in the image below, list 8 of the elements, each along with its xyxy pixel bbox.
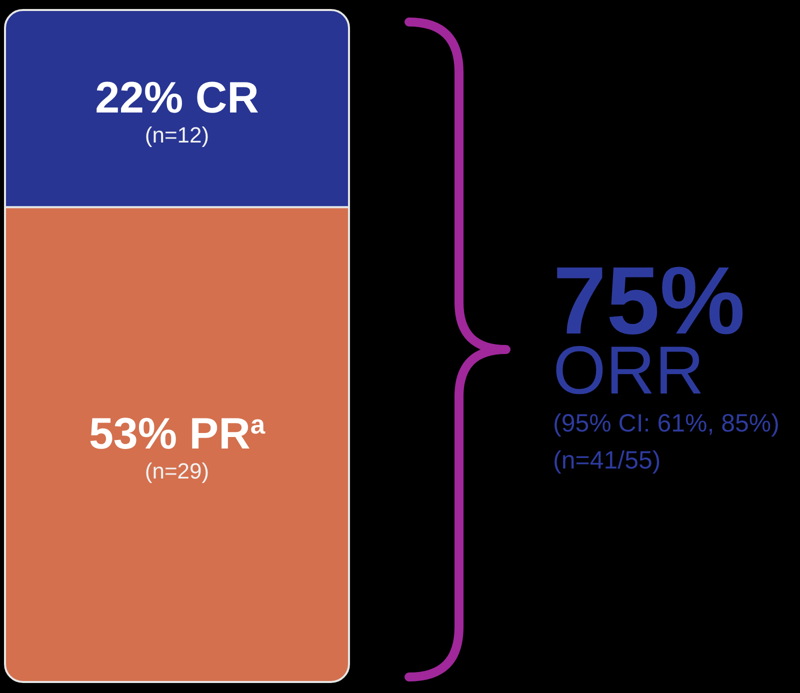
data-label: 53% — [88, 410, 178, 459]
data-label: 22% — [95, 74, 184, 123]
annotation: (n=29) — [144, 458, 210, 484]
text: (95% CI: 61%, 85%) — [553, 410, 780, 438]
text: (n=41/55) — [553, 446, 661, 474]
series-label: CR — [195, 74, 259, 123]
series-label: PR$^{a}$ — [189, 410, 266, 459]
annotation: (n=12) — [144, 122, 210, 148]
